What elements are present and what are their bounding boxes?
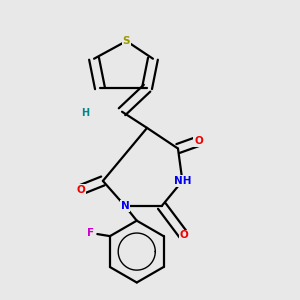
Text: H: H (81, 108, 89, 118)
Text: O: O (179, 230, 188, 240)
Text: F: F (87, 228, 94, 238)
Text: N: N (121, 201, 129, 211)
Text: O: O (194, 136, 203, 146)
Text: O: O (76, 185, 85, 195)
Text: S: S (123, 36, 130, 46)
Text: NH: NH (174, 176, 191, 186)
